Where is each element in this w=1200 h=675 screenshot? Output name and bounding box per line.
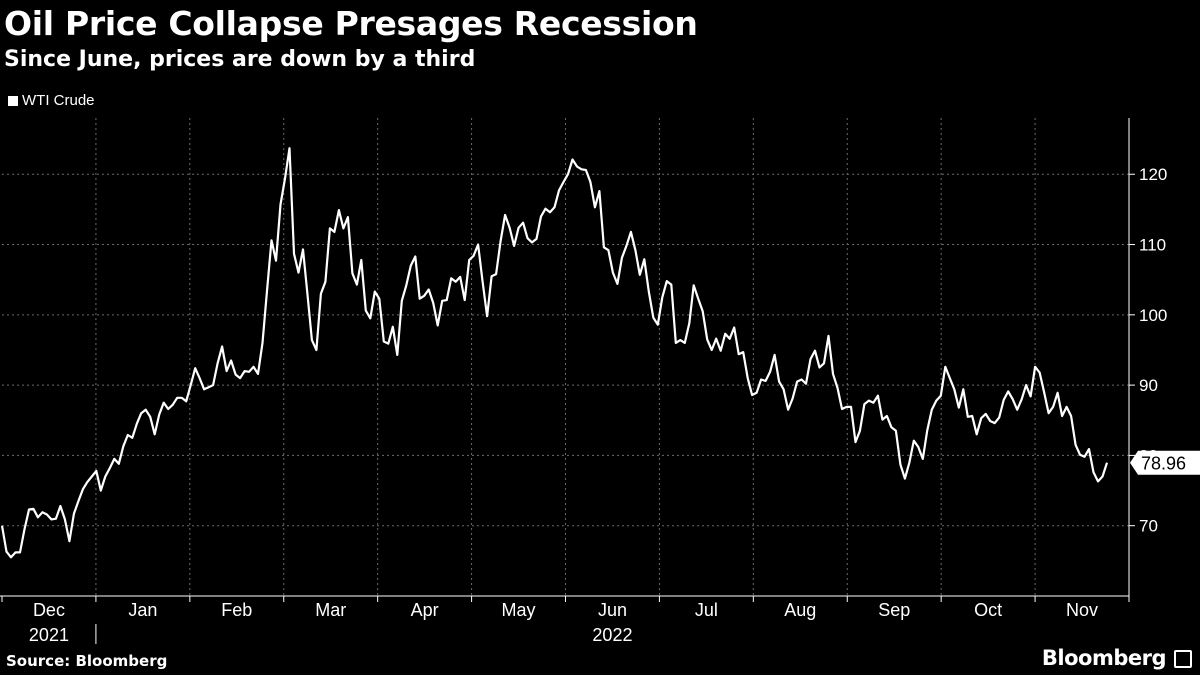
x-year-label: 2022: [592, 625, 632, 645]
x-tick-label: Jan: [128, 600, 157, 620]
x-tick-label: Jul: [695, 600, 718, 620]
bloomberg-terminal-icon: [1174, 650, 1192, 668]
chart-subtitle: Since June, prices are down by a third: [4, 47, 476, 72]
x-year-label: 2021: [29, 625, 69, 645]
y-tick-label: 100: [1139, 306, 1167, 325]
x-tick-label: Apr: [411, 600, 439, 620]
y-tick-label: 110: [1139, 236, 1166, 255]
legend-swatch: [8, 95, 18, 106]
y-tick-label: 90: [1139, 376, 1158, 395]
legend: WTI Crude: [8, 92, 95, 109]
x-tick-label: Aug: [784, 600, 816, 620]
x-tick-label: Sep: [878, 600, 910, 620]
x-tick-label: Dec: [33, 600, 65, 620]
x-tick-label: Oct: [974, 600, 1002, 620]
y-tick-label: 120: [1139, 165, 1167, 184]
source-note: Source: Bloomberg: [6, 652, 168, 670]
last-value-badge: [1130, 450, 1200, 475]
x-tick-label: Mar: [315, 600, 346, 620]
wti-crude-line: [0, 147, 1109, 559]
last-value-label: 78.96: [1141, 454, 1186, 474]
x-tick-label: Jun: [598, 600, 627, 620]
x-tick-label: Nov: [1066, 600, 1098, 620]
x-tick-label: Feb: [221, 600, 252, 620]
chart-title: Oil Price Collapse Presages Recession: [4, 4, 698, 43]
x-tick-label: May: [502, 600, 536, 620]
brand-logo: Bloomberg: [1041, 646, 1167, 670]
legend-label: WTI Crude: [22, 92, 95, 109]
y-tick-label: 70: [1139, 517, 1158, 536]
